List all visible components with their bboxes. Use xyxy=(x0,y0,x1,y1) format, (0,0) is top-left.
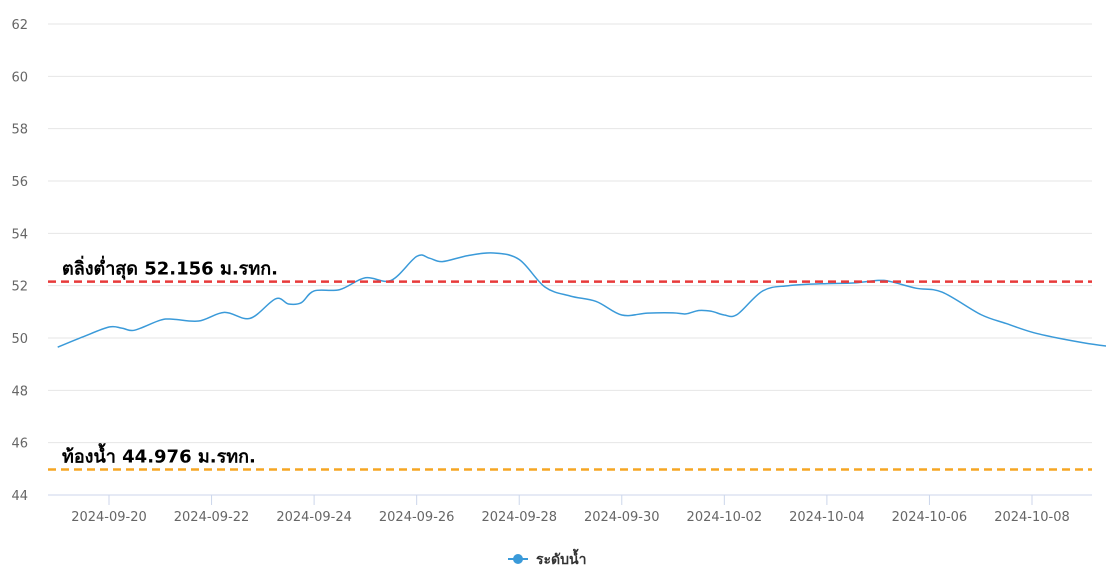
series-line-0[interactable] xyxy=(57,252,1106,349)
x-tick-label: 2024-09-26 xyxy=(379,510,455,525)
legend-label[interactable]: ระดับน้ำ xyxy=(536,548,586,568)
x-tick-label: 2024-10-08 xyxy=(994,510,1070,525)
x-tick-label: 2024-09-24 xyxy=(276,510,352,525)
y-axis-ticks: 44 46 48 50 52 54 56 58 60 62 xyxy=(11,18,28,504)
y-tick-label: 46 xyxy=(11,437,28,452)
x-tick-label: 2024-09-30 xyxy=(584,510,660,525)
series-group xyxy=(57,252,1106,349)
y-tick-label: 44 xyxy=(11,489,28,504)
y-tick-label: 62 xyxy=(11,18,28,33)
reference-label-1: ท้องน้ำ 44.976 ม.รทก. xyxy=(62,442,256,467)
x-tick-label: 2024-09-20 xyxy=(71,510,147,525)
x-tick-label: 2024-10-02 xyxy=(687,510,763,525)
reference-label-0: ตลิ่งต่ำสุด 52.156 ม.รทก. xyxy=(62,256,278,281)
y-tick-label: 52 xyxy=(11,280,28,295)
y-tick-label: 56 xyxy=(11,175,28,190)
y-tick-label: 58 xyxy=(11,123,28,138)
x-axis-ticks: 2024-09-20 2024-09-22 2024-09-24 2024-09-26… xyxy=(71,495,1070,525)
x-tick-label: 2024-10-06 xyxy=(892,510,968,525)
x-tick-label: 2024-09-28 xyxy=(481,510,557,525)
y-gridlines xyxy=(48,23,1092,444)
y-tick-label: 50 xyxy=(11,332,28,347)
legend-marker xyxy=(513,554,523,564)
legend[interactable]: ระดับน้ำ xyxy=(508,548,586,568)
x-tick-label: 2024-09-22 xyxy=(174,510,250,525)
reference-lines: ตลิ่งต่ำสุด 52.156 ม.รทก. ท้องน้ำ 44.976 … xyxy=(48,256,1092,471)
x-tick-label: 2024-10-04 xyxy=(789,510,865,525)
y-tick-label: 54 xyxy=(11,227,28,242)
y-tick-label: 60 xyxy=(11,70,28,85)
y-tick-label: 48 xyxy=(11,384,28,399)
